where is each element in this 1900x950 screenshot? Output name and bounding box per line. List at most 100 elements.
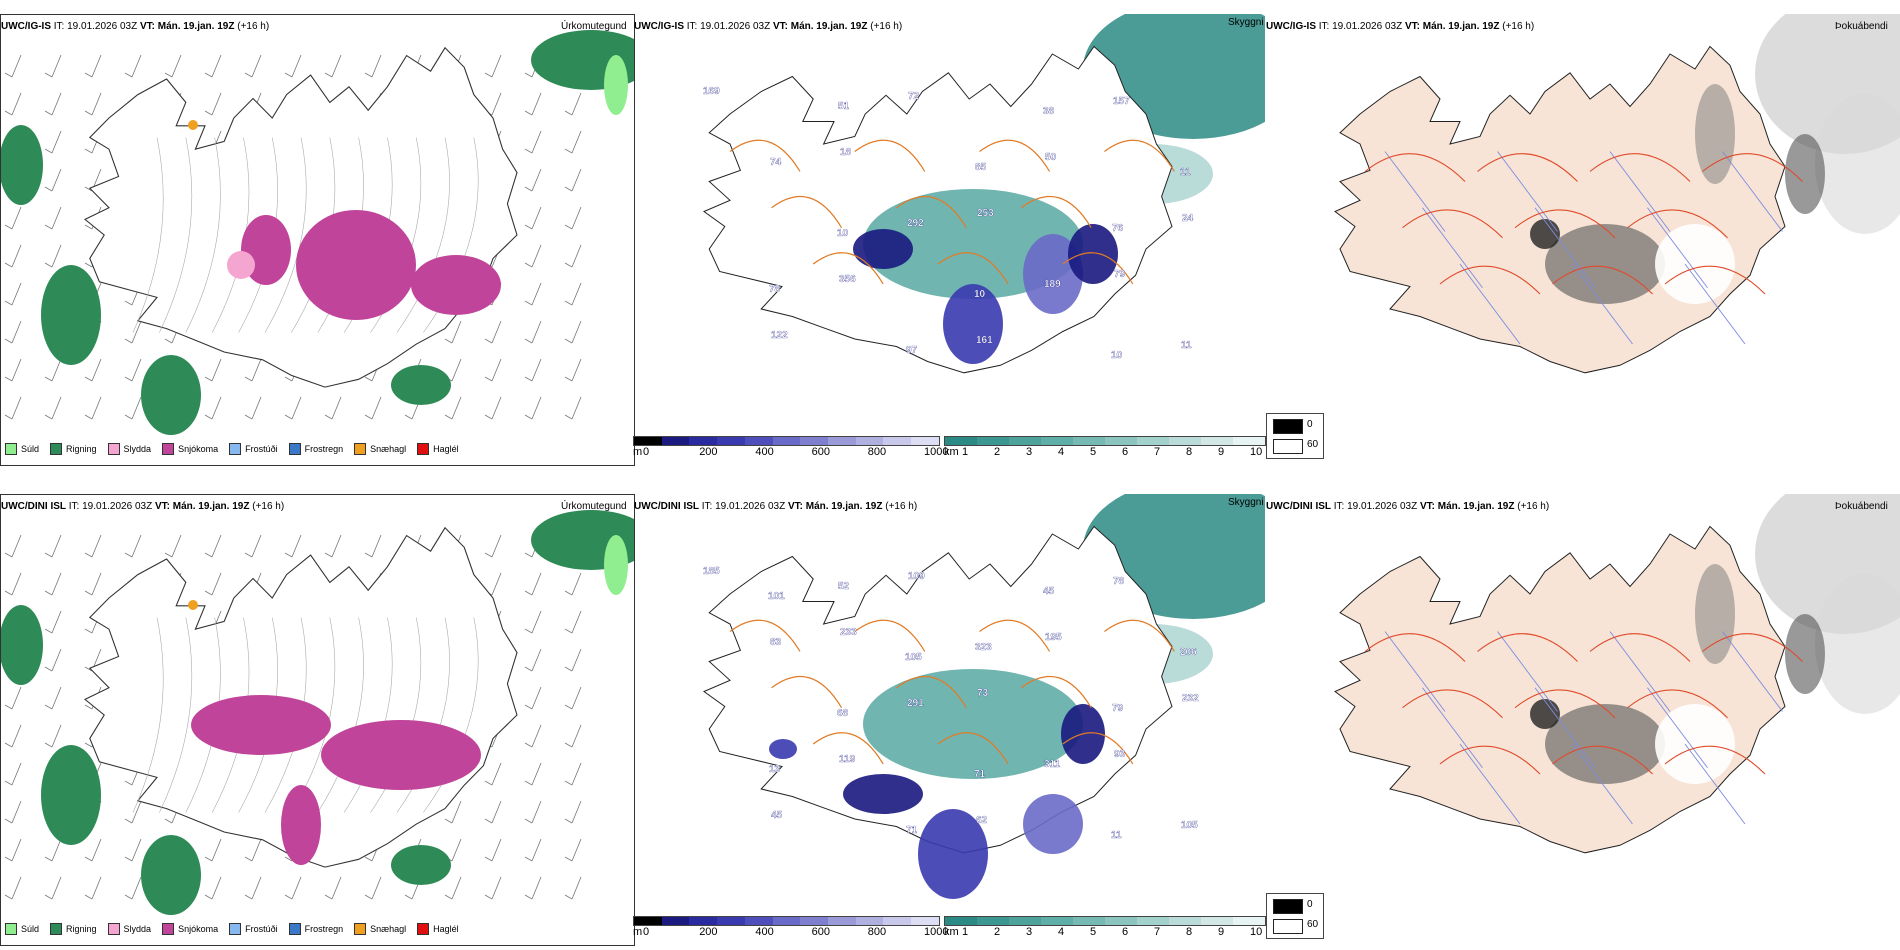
wind-barb bbox=[524, 130, 542, 154]
river-line bbox=[185, 137, 221, 333]
wind-barb bbox=[84, 396, 102, 420]
wind-barb-staff bbox=[11, 876, 22, 900]
colorbar-cell bbox=[634, 917, 662, 925]
visibility-map-row1: 169 18 253 79 122 72 50 24 356 161 157 74 292 189 11 51… bbox=[703, 14, 1265, 374]
precip-legend-item: Slydda bbox=[107, 923, 151, 935]
colorbar-cells bbox=[944, 916, 1266, 926]
colorbar-cell bbox=[883, 917, 912, 925]
river-line bbox=[1684, 743, 1746, 825]
wind-barb-staff bbox=[491, 800, 502, 824]
visibility-label-row1: Skyggni bbox=[1228, 17, 1264, 28]
wind-barb-staff bbox=[531, 396, 542, 420]
fog-sea-area bbox=[1815, 94, 1900, 234]
river-line bbox=[132, 137, 164, 333]
precip-legend-item: Haglél bbox=[417, 923, 459, 935]
wind-barb bbox=[124, 800, 142, 824]
visibility-value-label: 45 bbox=[1043, 586, 1055, 597]
wind-barb bbox=[524, 358, 542, 382]
wind-barb-flag bbox=[484, 338, 493, 344]
legend-swatch bbox=[417, 923, 430, 935]
wind-barb-flag bbox=[564, 186, 573, 192]
wind-barb-staff bbox=[531, 610, 542, 634]
road-line bbox=[1402, 209, 1503, 239]
panel-title-fog-row1: UWC/IG-IS IT: 19.01.2026 03Z VT: Mán. 19… bbox=[1266, 21, 1535, 32]
colorbar-cell bbox=[1233, 437, 1265, 445]
river-line bbox=[1384, 151, 1446, 232]
wind-barb-staff bbox=[91, 54, 102, 78]
fog-map-row2 bbox=[1334, 494, 1900, 854]
wind-barb bbox=[124, 838, 142, 862]
wind-barb bbox=[84, 572, 102, 596]
wind-barb-flag bbox=[524, 856, 533, 862]
wind-barb-flag bbox=[564, 590, 573, 596]
wind-barb-flag bbox=[564, 780, 573, 786]
wind-barb bbox=[44, 686, 62, 710]
rain-area bbox=[141, 355, 201, 435]
wind-barb-flag bbox=[84, 666, 93, 672]
wind-barb bbox=[44, 358, 62, 382]
wind-barb-staff bbox=[531, 648, 542, 672]
wind-barb bbox=[524, 762, 542, 786]
wind-barb-staff bbox=[291, 396, 302, 420]
wind-barb bbox=[324, 534, 342, 558]
wind-barb bbox=[524, 800, 542, 824]
wind-barb-flag bbox=[204, 856, 213, 862]
wind-barb-flag bbox=[444, 414, 453, 420]
visibility-panel-row1: 169 18 253 79 122 72 50 24 356 161 157 74 292 189 11 51… bbox=[633, 14, 1265, 459]
wind-barb-staff bbox=[51, 206, 62, 230]
wind-barb-staff bbox=[531, 282, 542, 306]
wind-barb bbox=[484, 800, 502, 824]
colorbar-tick-label: 5 bbox=[1090, 446, 1097, 458]
wind-barb-flag bbox=[84, 148, 93, 154]
wind-barb bbox=[524, 320, 542, 344]
wind-barb bbox=[4, 838, 22, 862]
cloud-base-cell bbox=[943, 284, 1003, 364]
wind-barb bbox=[44, 534, 62, 558]
wind-barb bbox=[564, 838, 582, 862]
fog-area bbox=[1695, 84, 1735, 184]
wind-barb bbox=[524, 648, 542, 672]
road-line bbox=[729, 139, 801, 172]
road-line bbox=[1020, 195, 1092, 229]
wind-barb-staff bbox=[91, 358, 102, 382]
colorbar-cell bbox=[800, 437, 829, 445]
wind-barb bbox=[4, 724, 22, 748]
colorbar-tick-label: 7 bbox=[1154, 446, 1161, 458]
wind-barb bbox=[564, 206, 582, 230]
visibility-value-label: 232 bbox=[1182, 693, 1199, 704]
wind-barb bbox=[4, 534, 22, 558]
wind-barb-flag bbox=[284, 72, 293, 78]
wind-barb-staff bbox=[251, 534, 262, 558]
wind-barb-staff bbox=[571, 838, 582, 862]
wind-barb-flag bbox=[84, 110, 93, 116]
wind-barb-staff bbox=[211, 876, 222, 900]
colorbar-unit: km bbox=[944, 446, 959, 458]
wind-barb-staff bbox=[451, 876, 462, 900]
wind-barb-staff bbox=[531, 572, 542, 596]
wind-barb-flag bbox=[524, 590, 533, 596]
wind-barb-flag bbox=[44, 666, 53, 672]
wind-barb-staff bbox=[531, 358, 542, 382]
wind-barb bbox=[4, 282, 22, 306]
wind-barb-flag bbox=[44, 224, 53, 230]
wind-barb bbox=[44, 610, 62, 634]
wind-barb bbox=[564, 876, 582, 900]
colorbar-cell bbox=[1041, 437, 1073, 445]
colorbar-cell bbox=[1105, 917, 1137, 925]
colorbar-cell bbox=[855, 437, 884, 445]
fog-legend-label: 0 bbox=[1307, 419, 1313, 430]
colorbar-tick-label: 0 bbox=[643, 926, 650, 938]
wind-barb bbox=[84, 876, 102, 900]
legend-swatch bbox=[5, 443, 17, 455]
wind-barb bbox=[124, 876, 142, 900]
wind-barb-flag bbox=[244, 856, 253, 862]
precip-legend-item: Súld bbox=[5, 443, 39, 455]
visibility-colorbar-row2: km 1 2 3 4 5 6 7 8 9 10 bbox=[944, 916, 1266, 942]
drizzle-area bbox=[604, 535, 628, 595]
wind-barb-flag bbox=[364, 414, 373, 420]
wind-barb-flag bbox=[164, 72, 173, 78]
visibility-value-label: 71 bbox=[906, 825, 918, 836]
wind-barb bbox=[4, 358, 22, 382]
fog-area bbox=[1545, 704, 1665, 784]
wind-barb-flag bbox=[524, 72, 533, 78]
